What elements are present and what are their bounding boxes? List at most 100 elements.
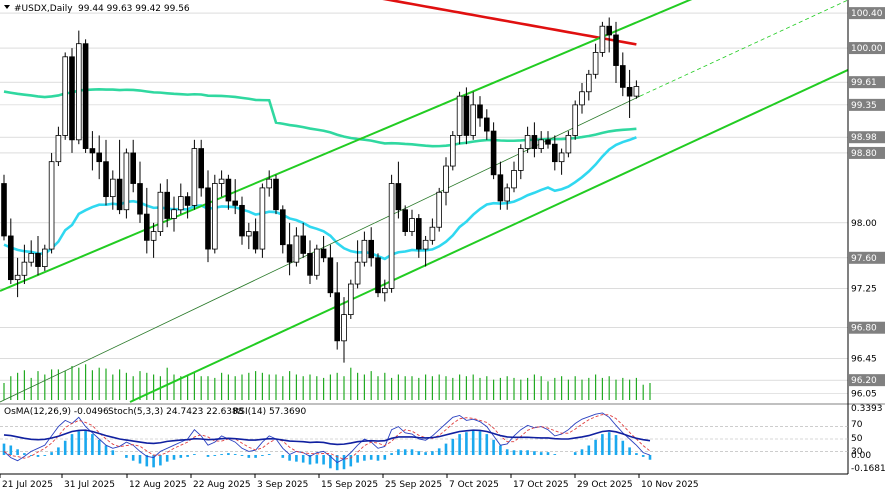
- oscillator-tick-label: -0.1681: [851, 464, 885, 474]
- candle-body: [307, 253, 313, 276]
- rsi-line: [3, 429, 651, 446]
- oscillator-tick-label: 0.00: [851, 451, 871, 461]
- candle-body: [497, 174, 504, 202]
- candle-body: [293, 235, 300, 263]
- candle-body: [150, 231, 157, 241]
- candle-body: [76, 43, 82, 141]
- candle-body: [579, 91, 585, 106]
- price-level-badge-text: 98.98: [851, 133, 877, 143]
- candle-body: [633, 86, 640, 97]
- candle-body: [518, 148, 524, 171]
- candle-body: [354, 261, 361, 285]
- candle-body: [137, 183, 143, 215]
- time-tick-label: 7 Oct 2025: [449, 480, 499, 490]
- candle-body: [470, 104, 476, 136]
- candle-body: [361, 239, 368, 263]
- candle-body: [218, 178, 225, 184]
- candlesticks: [1, 17, 640, 363]
- candle-body: [586, 73, 592, 93]
- candle-body: [225, 178, 232, 202]
- candle-body: [116, 178, 123, 211]
- stoch-label: Stoch(5,3,3) 24.7423 22.6388: [108, 407, 244, 417]
- candle-body: [42, 248, 48, 267]
- channel-lower-line: [129, 69, 849, 403]
- candle-body: [626, 86, 633, 97]
- candle-body: [157, 191, 164, 232]
- oscillator-tick-label: 30: [851, 447, 863, 457]
- candle-body: [191, 148, 198, 206]
- candle-body: [300, 235, 306, 254]
- time-tick-label: 22 Aug 2025: [193, 480, 251, 490]
- candle-body: [545, 139, 551, 145]
- candle-body: [415, 218, 422, 250]
- candle-body: [368, 239, 374, 259]
- candle-body: [347, 283, 354, 316]
- time-tick-label: 29 Oct 2025: [577, 480, 633, 490]
- price-level-badge-text: 100.40: [851, 9, 883, 19]
- candle-body: [48, 161, 55, 250]
- candle-body: [402, 209, 408, 232]
- oscillator-tick-label: 0.3393: [851, 404, 883, 414]
- candle-body: [62, 56, 68, 136]
- time-tick-label: 17 Oct 2025: [513, 480, 569, 490]
- candle-body: [103, 161, 109, 198]
- ema-50-line: [3, 136, 637, 261]
- time-tick-label: 3 Sep 2025: [257, 480, 308, 490]
- candle-body: [443, 165, 449, 193]
- candle-body: [211, 183, 218, 250]
- candle-body: [381, 287, 388, 294]
- candle-body: [259, 187, 266, 250]
- candle-body: [341, 314, 347, 342]
- time-tick-label: 21 Jul 2025: [2, 480, 53, 490]
- price-level-badge: [849, 76, 885, 89]
- symbol-label: #USDX,Daily: [14, 4, 73, 14]
- candle-body: [1, 183, 7, 237]
- candle-body: [504, 187, 510, 202]
- candle-body: [28, 253, 34, 263]
- candle-body: [572, 104, 578, 136]
- candle-body: [511, 170, 517, 189]
- candle-body: [524, 135, 531, 149]
- candle-body: [21, 261, 28, 276]
- candle-body: [483, 117, 490, 132]
- rsi-label: RSI(14) 57.3690: [233, 407, 306, 417]
- dropdown-arrow-icon[interactable]: [4, 5, 10, 9]
- price-level-badge: [849, 251, 885, 264]
- candle-body: [96, 152, 103, 163]
- candle-body: [273, 178, 279, 211]
- price-level-badge: [849, 146, 885, 159]
- oscillator-panel: [0, 412, 848, 471]
- candle-body: [205, 187, 211, 250]
- price-level-badge: [849, 42, 885, 55]
- candle-body: [279, 209, 286, 246]
- price-level-badge-text: 96.80: [851, 324, 877, 334]
- price-level-badge-text: 98.80: [851, 149, 877, 159]
- candle-body: [456, 95, 463, 136]
- candle-body: [313, 248, 320, 276]
- candle-body: [110, 178, 116, 198]
- candle-body: [245, 231, 252, 237]
- price-tick-label: 97.25: [851, 284, 877, 294]
- candle-body: [395, 183, 402, 211]
- candle-body: [69, 56, 75, 141]
- candle-body: [35, 253, 41, 267]
- candle-body: [552, 143, 558, 163]
- candle-body: [558, 152, 565, 163]
- candle-body: [232, 200, 239, 206]
- price-tick-label: 96.05: [851, 389, 877, 399]
- candle-body: [490, 130, 497, 176]
- trendline-mid-ext: [639, 0, 849, 97]
- time-tick-label: 31 Jul 2025: [64, 480, 115, 490]
- candle-body: [177, 196, 184, 211]
- candle-body: [375, 257, 381, 294]
- candle-body: [14, 274, 21, 281]
- time-tick-label: 12 Aug 2025: [129, 480, 187, 490]
- candle-body: [55, 135, 62, 163]
- osma-label: OsMA(12,26,9) -0.0496: [4, 407, 109, 417]
- price-level-badge: [849, 374, 885, 387]
- candle-body: [89, 148, 96, 154]
- time-tick-label: 25 Sep 2025: [385, 480, 442, 490]
- price-level-badge: [849, 321, 885, 334]
- candle-body: [449, 135, 456, 167]
